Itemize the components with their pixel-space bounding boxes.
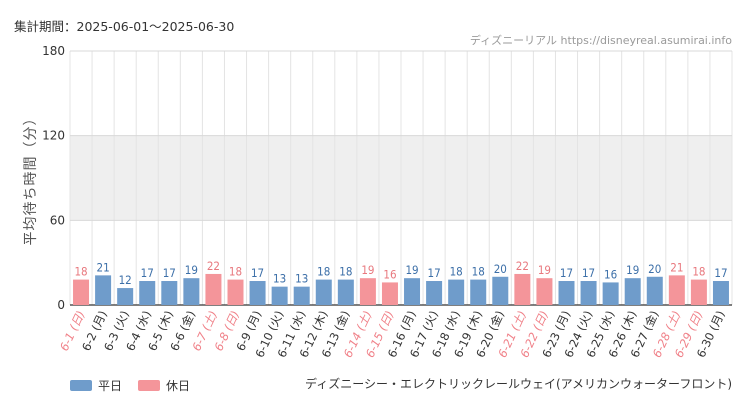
bar: [712, 281, 729, 305]
bar-value-label: 18: [229, 265, 242, 279]
bar-value-label: 18: [317, 265, 330, 279]
bar-value-label: 19: [405, 263, 418, 277]
bar-value-label: 19: [185, 263, 198, 277]
bar-value-label: 17: [428, 266, 441, 280]
bar: [536, 278, 553, 305]
bar: [359, 278, 376, 305]
legend: 平日 休日: [70, 377, 206, 394]
bar-value-label: 12: [119, 273, 132, 287]
bar: [315, 279, 332, 305]
bar: [381, 282, 398, 305]
bar: [514, 273, 531, 305]
bar: [161, 281, 178, 305]
bar-value-label: 17: [714, 266, 727, 280]
bar-value-label: 19: [361, 263, 374, 277]
bar-value-label: 18: [692, 265, 705, 279]
bar-value-label: 18: [74, 265, 87, 279]
bar-value-label: 17: [251, 266, 264, 280]
bar-value-label: 16: [383, 267, 396, 281]
bar: [602, 282, 619, 305]
legend-weekday-label: 平日: [98, 379, 123, 393]
legend-weekday[interactable]: 平日: [70, 377, 122, 394]
bar-value-label: 16: [604, 267, 617, 281]
bar-value-label: 13: [295, 272, 308, 286]
bar: [470, 279, 487, 305]
legend-holiday-swatch: [138, 380, 161, 391]
bar: [580, 281, 597, 305]
bar: [558, 281, 575, 305]
bar-value-label: 17: [560, 266, 573, 280]
bar: [271, 286, 288, 305]
bar-value-label: 17: [141, 266, 154, 280]
bar-value-label: 22: [516, 259, 529, 273]
bar: [448, 279, 465, 305]
bar-value-label: 20: [648, 262, 661, 276]
attraction-name: ディズニーシー・エレクトリックレールウェイ(アメリカンウォーターフロント): [305, 377, 732, 391]
y-tick-label: 60: [50, 213, 65, 227]
bar: [426, 281, 443, 305]
bar: [404, 278, 421, 305]
bar: [293, 286, 310, 305]
legend-holiday-label: 休日: [166, 379, 191, 393]
bar: [227, 279, 244, 305]
y-tick-label: 0: [57, 298, 65, 312]
bar-value-label: 19: [626, 263, 639, 277]
bar: [249, 281, 266, 305]
y-tick-label: 120: [42, 129, 65, 143]
legend-holiday[interactable]: 休日: [138, 377, 190, 394]
site-credit: ディズニーリアル https://disneyreal.asumirai.inf…: [469, 34, 732, 47]
bar-value-label: 13: [273, 272, 286, 286]
bar-value-label: 19: [538, 263, 551, 277]
bar-value-label: 17: [582, 266, 595, 280]
bar: [117, 288, 134, 305]
bar: [183, 278, 200, 305]
bar-value-label: 21: [97, 260, 110, 274]
bar-value-label: 18: [450, 265, 463, 279]
bar: [690, 279, 707, 305]
bar-value-label: 20: [494, 262, 507, 276]
bar-value-label: 21: [670, 260, 683, 274]
bar: [624, 278, 641, 305]
bar: [205, 273, 222, 305]
period-label: 集計期間：2025-06-01～2025-06-30: [14, 19, 235, 34]
y-tick-label: 180: [42, 44, 65, 58]
bar-value-label: 17: [163, 266, 176, 280]
bar: [337, 279, 354, 305]
bar: [95, 275, 112, 305]
bar-value-label: 22: [207, 259, 220, 273]
legend-weekday-swatch: [70, 380, 92, 391]
bar-value-label: 18: [339, 265, 352, 279]
bar: [668, 275, 685, 305]
bar: [492, 276, 509, 305]
bar: [139, 281, 156, 305]
bar-value-label: 18: [472, 265, 485, 279]
bar: [646, 276, 663, 305]
bar: [73, 279, 90, 305]
